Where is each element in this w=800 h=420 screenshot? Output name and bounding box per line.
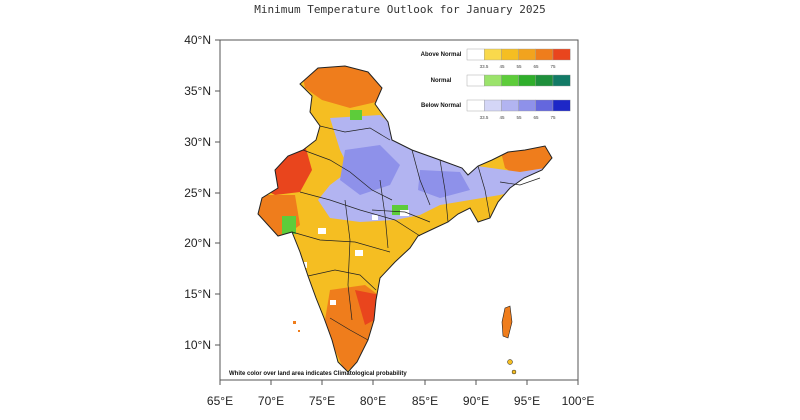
legend-swatch — [518, 48, 536, 61]
andaman-island — [501, 305, 513, 339]
legend-bin: 65 — [533, 64, 539, 69]
legend-swatch — [466, 99, 485, 112]
x-tick-label: 100°E — [562, 394, 595, 408]
x-tick-marks — [219, 380, 579, 385]
x-tick-label: 95°E — [514, 394, 540, 408]
legend-bin: 45 — [499, 115, 505, 120]
legend-swatches-above — [466, 48, 571, 61]
map-title: Minimum Temperature Outlook for January … — [254, 3, 546, 16]
y-tick-label: 20°N — [184, 236, 211, 250]
y-tick-label: 30°N — [184, 135, 211, 149]
legend-bin: 45 — [499, 64, 505, 69]
legend-bin: 55 — [516, 115, 522, 120]
legend-swatch — [535, 99, 554, 112]
normal-patch — [350, 110, 362, 120]
x-tick-label: 80°E — [360, 394, 386, 408]
below-normal-high-core — [340, 145, 400, 195]
climatological-patch — [400, 210, 409, 216]
legend-label-normal: Normal — [431, 78, 452, 84]
legend-swatch — [552, 99, 571, 112]
nicobar-island — [507, 359, 513, 365]
andaman-nicobar-islands — [501, 305, 517, 375]
legend-swatch — [535, 74, 554, 87]
below-normal-band — [318, 115, 545, 222]
lakshadweep-islands — [293, 321, 300, 332]
climatological-patch — [330, 300, 336, 305]
x-tick-label: 70°E — [258, 394, 284, 408]
legend-swatch — [518, 99, 536, 112]
x-tick-labels: 65°E 70°E 75°E 80°E 85°E 90°E 95°E 100°E — [207, 394, 594, 408]
climatological-patch — [318, 228, 326, 234]
legend-bin: 75 — [550, 64, 556, 69]
legend-swatch — [484, 48, 502, 61]
legend-swatches-normal — [466, 74, 571, 87]
legend-swatch — [466, 74, 485, 87]
legend-swatch — [535, 48, 554, 61]
legend-swatch — [501, 99, 519, 112]
above-normal-max-south — [355, 290, 380, 325]
legend-label-below: Below Normal — [421, 103, 461, 109]
map-frame — [219, 39, 579, 381]
x-tick-label: 65°E — [207, 394, 233, 408]
x-tick-label: 85°E — [412, 394, 438, 408]
legend-swatches-below — [466, 99, 571, 112]
legend-swatch — [552, 74, 571, 87]
nicobar-island — [511, 369, 517, 375]
y-tick-label: 35°N — [184, 84, 211, 98]
x-tick-label: 75°E — [309, 394, 335, 408]
y-tick-marks — [215, 39, 220, 346]
footnote: White color over land area indicates Cli… — [229, 371, 407, 377]
y-tick-labels: 40°N 35°N 30°N 25°N 20°N 15°N 10°N — [184, 33, 211, 352]
legend: Above Normal 33.5 45 55 65 75 Normal Bel… — [421, 48, 571, 120]
legend-bin: 55 — [516, 64, 522, 69]
legend-bin: 65 — [533, 115, 539, 120]
legend-bin: 33.5 — [480, 64, 489, 69]
legend-swatch — [466, 48, 485, 61]
legend-swatch — [484, 74, 502, 87]
normal-patch — [430, 230, 440, 240]
y-tick-label: 15°N — [184, 287, 211, 301]
legend-swatch — [552, 48, 571, 61]
legend-bin: 75 — [550, 115, 556, 120]
legend-swatch — [518, 74, 536, 87]
above-normal-high-north — [300, 66, 385, 108]
legend-bin: 33.5 — [480, 115, 489, 120]
y-tick-label: 25°N — [184, 186, 211, 200]
normal-patch — [282, 216, 296, 234]
state-boundaries — [291, 125, 541, 341]
y-tick-label: 40°N — [184, 33, 211, 47]
legend-swatch — [501, 74, 519, 87]
x-tick-label: 90°E — [463, 394, 489, 408]
climatological-patch — [355, 250, 363, 256]
legend-swatch — [484, 99, 502, 112]
legend-swatch — [501, 48, 519, 61]
y-tick-label: 10°N — [184, 338, 211, 352]
climatological-patch — [372, 215, 378, 220]
legend-label-above: Above Normal — [421, 52, 462, 58]
